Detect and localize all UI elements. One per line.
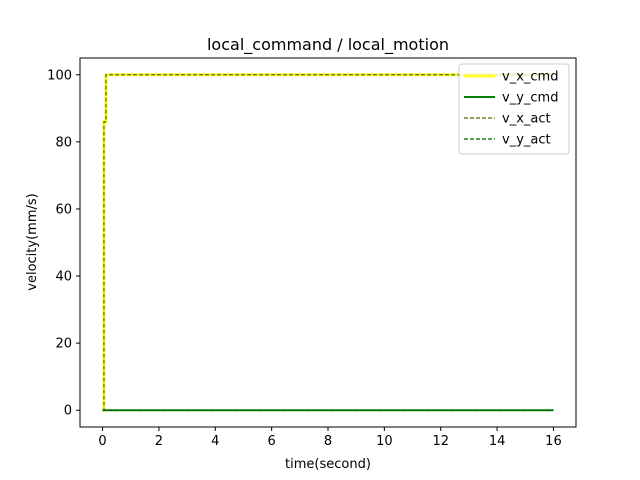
x-tick-label: 2 [155, 434, 163, 449]
legend-label: v_y_act [502, 133, 551, 148]
legend-label: v_y_cmd [502, 91, 558, 106]
y-axis-label: velocity(mm/s) [25, 193, 40, 290]
x-tick-label: 16 [545, 434, 562, 449]
y-tick-label: 60 [55, 202, 72, 217]
x-tick-label: 14 [489, 434, 506, 449]
series-layer [102, 73, 554, 412]
x-tick-label: 0 [98, 434, 106, 449]
y-tick-label: 0 [64, 404, 72, 419]
legend-box [458, 63, 570, 155]
y-tick-label: 20 [55, 337, 72, 352]
legend-label: v_x_act [502, 112, 551, 127]
x-axis-ticks: 0 2 4 6 8 10 12 14 16 [98, 427, 562, 449]
x-tick-label: 4 [211, 434, 219, 449]
x-tick-label: 10 [376, 434, 393, 449]
x-axis-label: time(second) [285, 457, 371, 472]
x-tick-label: 12 [432, 434, 449, 449]
y-axis-ticks: 0 20 40 60 80 100 [47, 68, 80, 419]
legend-label: v_x_cmd [502, 70, 558, 85]
y-tick-label: 40 [55, 270, 72, 285]
legend: v_x_cmd v_y_cmd v_x_act v_y_act [458, 63, 570, 155]
x-tick-label: 6 [267, 434, 275, 449]
x-tick-label: 8 [324, 434, 332, 449]
y-tick-label: 100 [47, 68, 72, 83]
chart-title: local_command / local_motion [207, 35, 449, 55]
y-tick-label: 80 [55, 135, 72, 150]
